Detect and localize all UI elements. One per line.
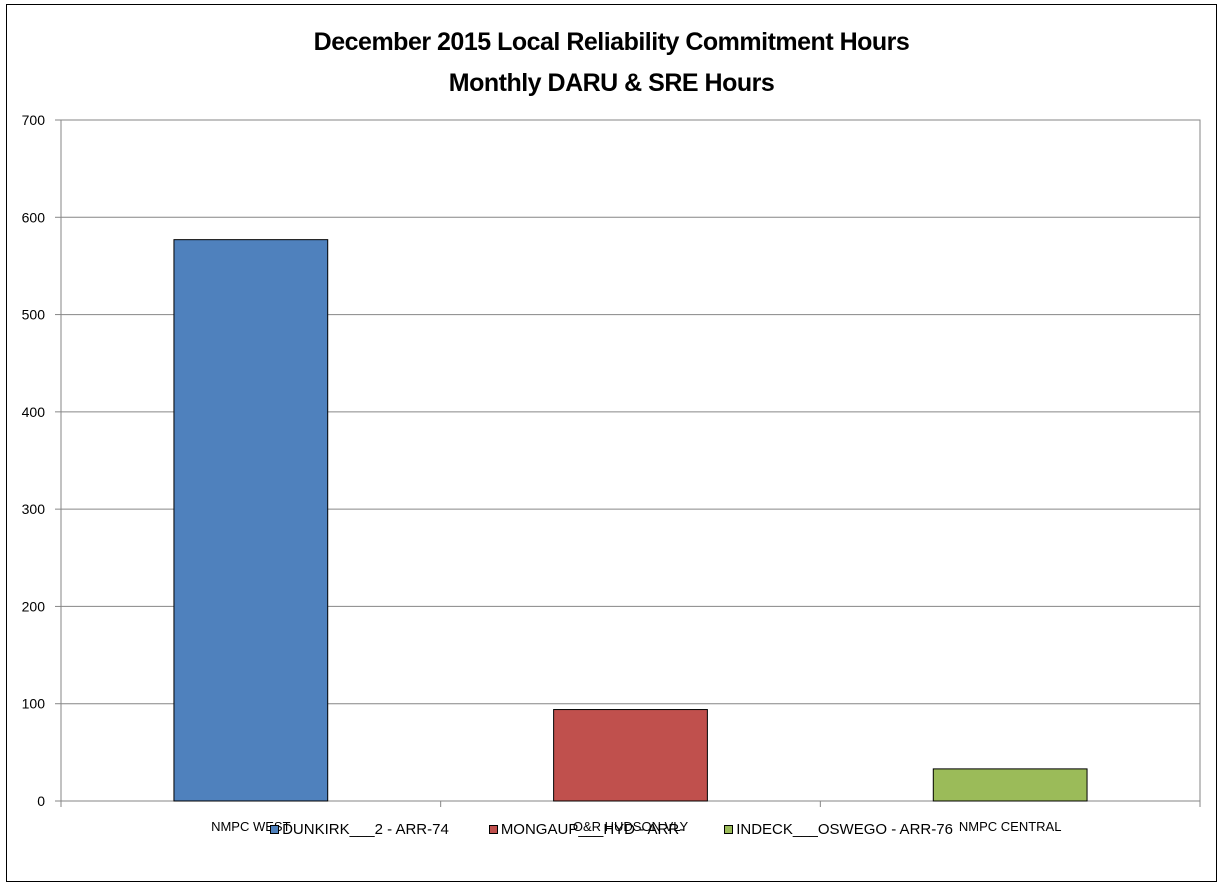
legend: DUNKIRK___2 - ARR-74 MONGAUP___HYD - ARR… — [0, 821, 1223, 838]
legend-label-indeck: INDECK___OSWEGO - ARR-76 — [736, 821, 953, 838]
y-tick-label: 300 — [22, 501, 46, 517]
y-tick-label: 700 — [22, 112, 46, 128]
y-tick-label: 400 — [22, 404, 46, 420]
legend-swatch-indeck — [724, 825, 734, 834]
legend-swatch-mongaup — [488, 825, 498, 834]
y-tick-label: 100 — [22, 696, 46, 712]
legend-item-dunkirk: DUNKIRK___2 - ARR-74 — [270, 821, 449, 838]
y-tick-label: 0 — [37, 793, 45, 809]
bar — [173, 239, 329, 802]
chart-subtitle: Monthly DARU & SRE Hours — [448, 69, 775, 97]
y-tick-label: 200 — [22, 598, 46, 614]
legend-label-dunkirk: DUNKIRK___2 - ARR-74 — [282, 821, 449, 838]
bar — [932, 768, 1088, 802]
y-tick-label: 600 — [22, 209, 46, 225]
legend-item-indeck: INDECK___OSWEGO - ARR-76 — [724, 821, 953, 838]
chart-title: December 2015 Local Reliability Commitme… — [313, 28, 910, 56]
y-tick-label: 500 — [22, 307, 46, 323]
legend-item-mongaup: MONGAUP___HYD - ARR- — [488, 821, 685, 838]
x-tick-label: NMPC CENTRAL — [959, 819, 1062, 834]
x-tick-label: O&R HUDSON VLY — [573, 819, 689, 834]
bar — [553, 709, 708, 802]
legend-swatch-dunkirk — [270, 825, 280, 834]
legend-label-mongaup: MONGAUP___HYD - ARR- — [500, 821, 685, 838]
